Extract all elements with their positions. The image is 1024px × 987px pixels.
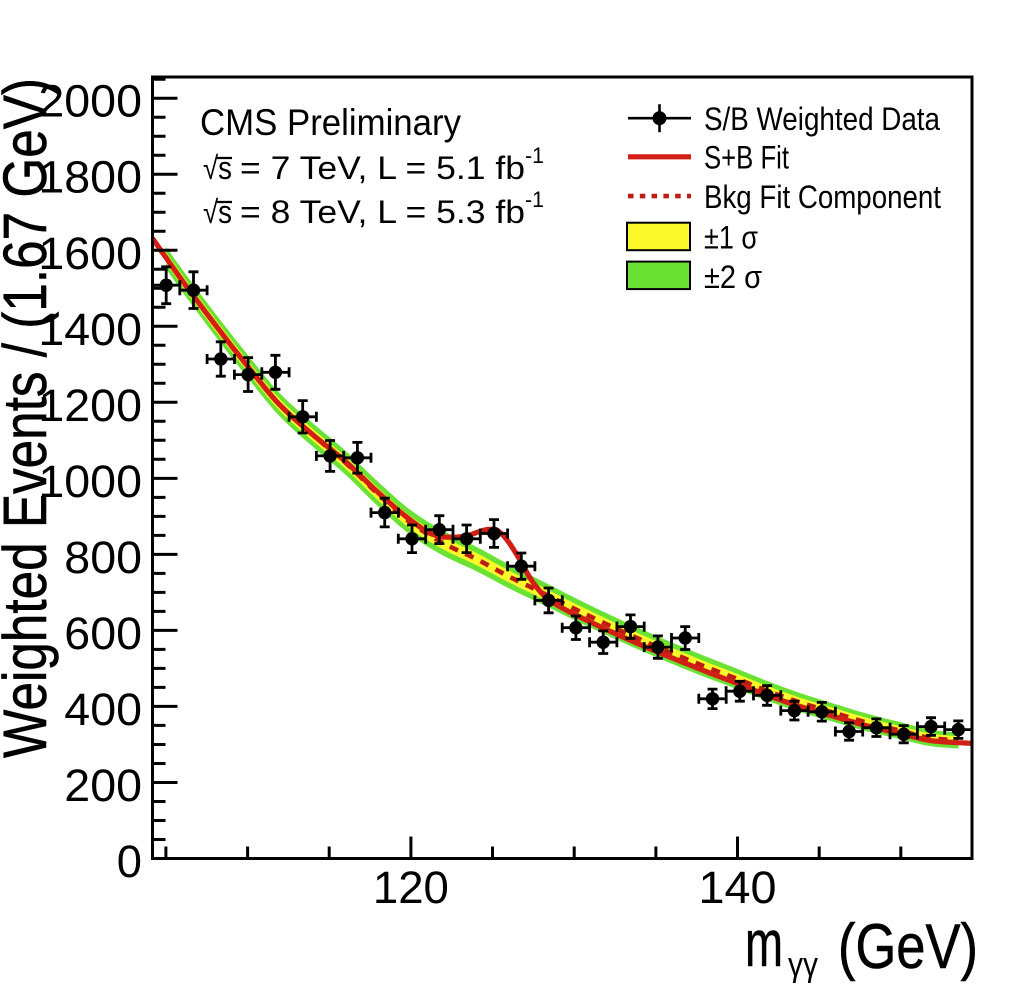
svg-text:400: 400: [64, 684, 142, 735]
svg-text:600: 600: [64, 608, 142, 659]
svg-text:√s: √s: [203, 194, 232, 230]
svg-text:-1: -1: [525, 143, 544, 168]
svg-text:1000: 1000: [38, 456, 142, 507]
svg-text:120: 120: [373, 862, 449, 913]
svg-text:S+B Fit: S+B Fit: [704, 139, 789, 176]
svg-text:√s: √s: [203, 150, 232, 186]
svg-text:(GeV): (GeV): [838, 912, 978, 982]
svg-text:1200: 1200: [38, 380, 142, 431]
svg-text:1800: 1800: [38, 152, 142, 203]
svg-text:-1: -1: [525, 187, 544, 212]
svg-text:Bkg Fit Component: Bkg Fit Component: [704, 178, 941, 215]
svg-text:±2 σ: ±2 σ: [704, 258, 762, 295]
svg-text:= 8 TeV, L = 5.3 fb: = 8 TeV, L = 5.3 fb: [240, 194, 525, 230]
svg-text:800: 800: [64, 532, 142, 583]
svg-text:m: m: [745, 906, 783, 980]
svg-text:±1 σ: ±1 σ: [704, 219, 758, 256]
svg-text:140: 140: [699, 862, 777, 913]
svg-text:1600: 1600: [38, 228, 142, 279]
svg-text:1400: 1400: [38, 304, 142, 355]
svg-text:Weighted Events / (1.67 GeV): Weighted Events / (1.67 GeV): [0, 78, 59, 758]
svg-text:200: 200: [64, 760, 142, 811]
svg-text:2000: 2000: [38, 76, 142, 127]
svg-text:S/B Weighted Data: S/B Weighted Data: [704, 100, 941, 137]
svg-text:CMS Preliminary: CMS Preliminary: [200, 101, 461, 143]
svg-text:= 7 TeV, L = 5.1 fb: = 7 TeV, L = 5.1 fb: [240, 150, 525, 186]
svg-text:γγ: γγ: [788, 946, 818, 984]
svg-text:0: 0: [117, 836, 142, 887]
